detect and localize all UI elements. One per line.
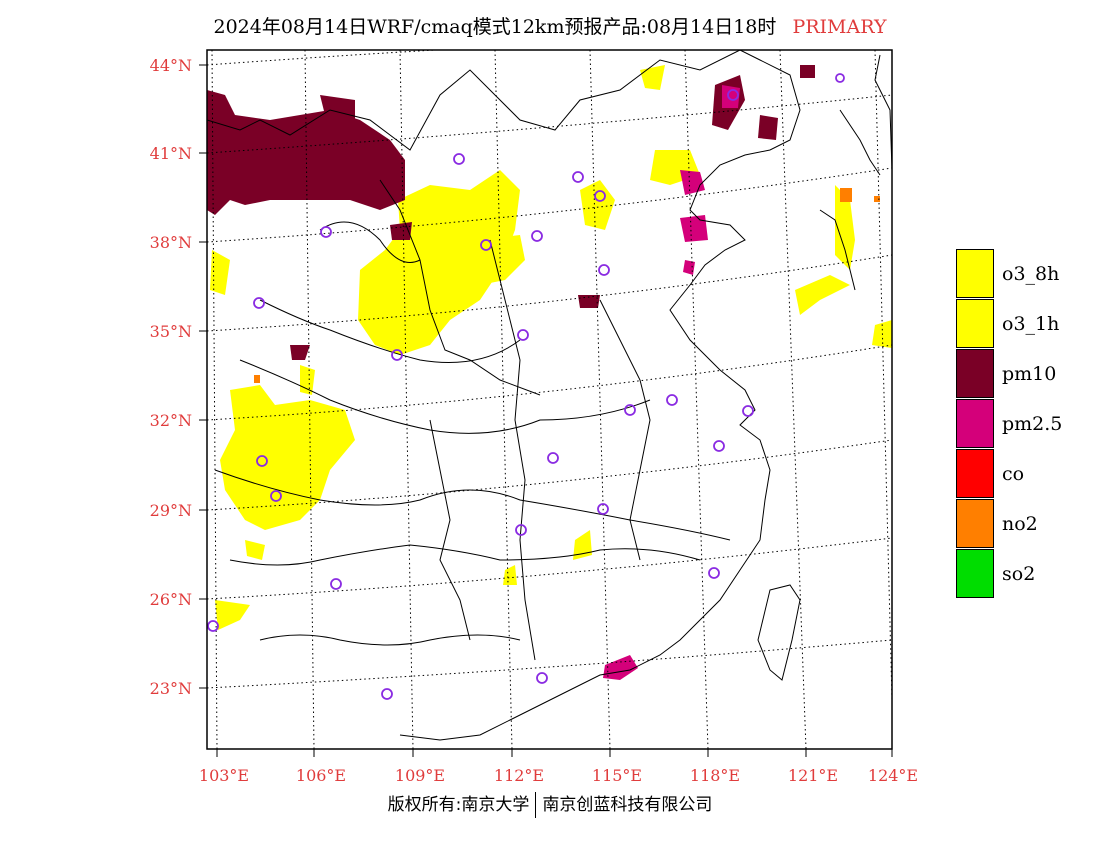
station-markers [207, 73, 845, 700]
lat-label-38: 38°N [149, 233, 192, 252]
lat-label-35: 35°N [149, 322, 192, 341]
title-tag: PRIMARY [792, 16, 887, 38]
lon-label-115: 115°E [591, 766, 643, 785]
lat-label-32: 32°N [149, 411, 192, 430]
legend-swatch [956, 499, 994, 548]
axis-ticks [199, 64, 893, 757]
map-title: 2024年08月14日WRF/cmaq模式12km预报产品:08月14日18时 … [0, 12, 1100, 39]
map-content [207, 50, 892, 749]
copyright-footer: 版权所有:南京大学 南京创蓝科技有限公司 [0, 790, 1100, 818]
legend-swatch [956, 399, 994, 448]
lon-label-124: 124°E [867, 766, 919, 785]
legend-swatch [956, 349, 994, 398]
lon-label-103: 103°E [198, 766, 250, 785]
footer-left: 版权所有:南京大学 [387, 795, 530, 815]
title-text: 2024年08月14日WRF/cmaq模式12km预报产品:08月14日18时 [213, 16, 777, 38]
lon-label-118: 118°E [689, 766, 741, 785]
footer-right: 南京创蓝科技有限公司 [542, 795, 713, 815]
legend-label: o3_1h [1002, 313, 1060, 335]
legend-swatch [956, 299, 994, 348]
lat-label-26: 26°N [149, 590, 192, 609]
lat-label-41: 41°N [149, 144, 192, 163]
legend-label: co [1002, 463, 1025, 485]
lon-label-112: 112°E [493, 766, 545, 785]
legend-label: so2 [1002, 563, 1036, 585]
lat-label-23: 23°N [149, 679, 192, 698]
legend-swatch [956, 449, 994, 498]
lon-label-109: 109°E [394, 766, 446, 785]
lon-label-121: 121°E [787, 766, 839, 785]
lat-label-44: 44°N [149, 56, 192, 75]
legend-label: pm10 [1002, 363, 1057, 385]
footer-separator [535, 792, 537, 818]
lat-label-29: 29°N [149, 501, 192, 520]
boundary-lines [207, 50, 892, 741]
legend-swatch [956, 549, 994, 598]
lon-label-106: 106°E [295, 766, 347, 785]
legend-swatch [956, 249, 994, 298]
graticule [207, 50, 892, 749]
legend-label: pm2.5 [1002, 413, 1063, 435]
legend-label: no2 [1002, 513, 1038, 535]
pollution-no2-regions [254, 188, 880, 383]
map-frame [206, 49, 893, 750]
legend-label: o3_8h [1002, 263, 1060, 285]
